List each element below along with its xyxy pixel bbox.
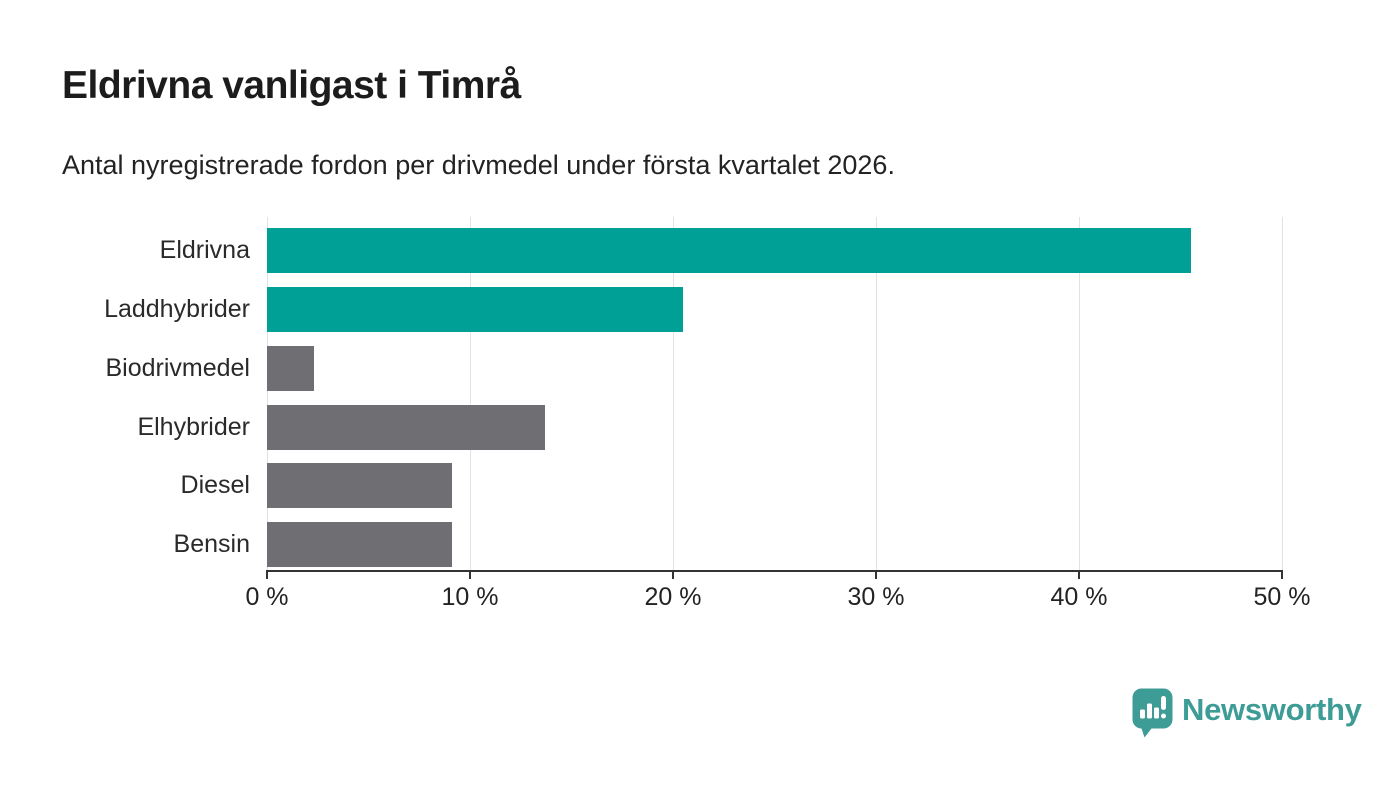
tick-label: 20 % <box>644 583 702 611</box>
brand-logo: Newsworthy <box>1132 688 1362 738</box>
bar-chart-speech-bubble-icon <box>1132 688 1173 738</box>
tick-mark <box>1281 570 1283 579</box>
category-axis-labels: Eldrivna Laddhybrider Biodrivmedel Elhybrid… <box>0 217 250 570</box>
tick-mark <box>469 570 471 579</box>
category-label: Eldrivna <box>159 236 250 264</box>
tick-mark <box>1078 570 1080 579</box>
brand-name: Newsworthy <box>1182 692 1362 727</box>
category-label: Diesel <box>180 471 250 500</box>
tick-mark <box>672 570 674 579</box>
tick-label: 0 % <box>245 583 289 611</box>
tick-label: 40 % <box>1050 583 1108 611</box>
gridline <box>673 217 674 570</box>
x-axis-line <box>267 570 1283 572</box>
tick-label: 50 % <box>1253 583 1311 611</box>
bar-eldrivna <box>267 228 1191 273</box>
gridline <box>267 217 268 570</box>
bar-diesel <box>267 463 452 509</box>
category-label: Bensin <box>173 530 250 559</box>
gridline <box>1282 217 1283 570</box>
gridline <box>1079 217 1080 570</box>
category-label: Biodrivmedel <box>105 353 250 382</box>
gridline <box>876 217 877 570</box>
bar-laddhybrider <box>267 286 684 332</box>
tick-mark <box>875 570 877 579</box>
category-label: Laddhybrider <box>104 294 250 323</box>
bar-bensin <box>267 522 452 568</box>
category-label: Elhybrider <box>137 412 250 441</box>
x-axis: 0 % 10 % 20 % 30 % 40 % 50 % <box>245 570 1310 620</box>
chart-subtitle: Antal nyregistrerade fordon per drivmede… <box>62 150 895 180</box>
plot-area <box>267 217 1283 570</box>
tick-mark <box>266 570 268 579</box>
gridline <box>470 217 471 570</box>
tick-label: 30 % <box>847 583 905 611</box>
tick-label: 10 % <box>441 583 499 611</box>
bar-elhybrider <box>267 404 546 450</box>
chart-title: Eldrivna vanligast i Timrå <box>62 64 521 107</box>
bar-biodrivmedel <box>267 345 314 391</box>
